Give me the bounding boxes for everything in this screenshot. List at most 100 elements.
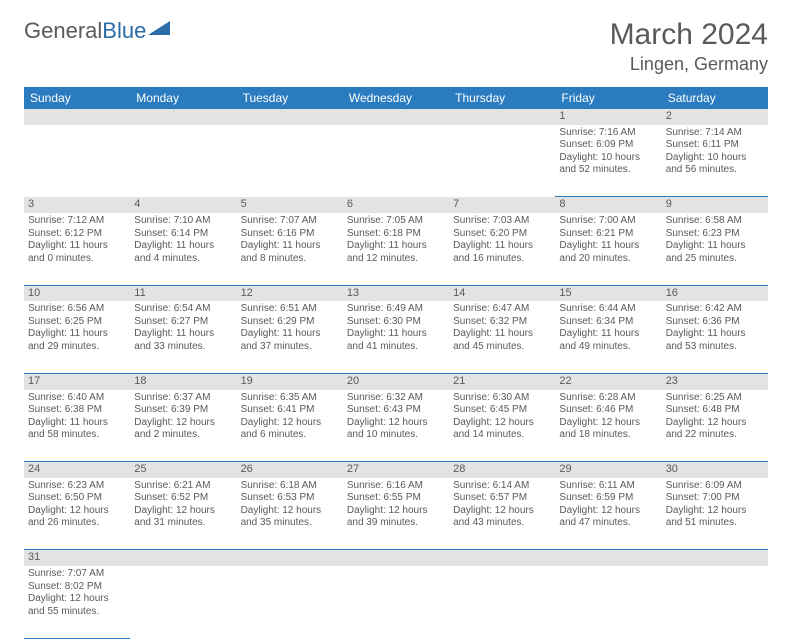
day-header-row: SundayMondayTuesdayWednesdayThursdayFrid…: [24, 87, 768, 109]
day-info-line: Daylight: 12 hours and 14 minutes.: [453, 417, 551, 442]
daynum-row: 31: [24, 550, 768, 566]
day-detail-cell: Sunrise: 6:47 AMSunset: 6:32 PMDaylight:…: [449, 301, 555, 373]
day-info-line: Sunset: 6:41 PM: [241, 404, 339, 417]
day-info-line: Sunset: 6:46 PM: [559, 404, 657, 417]
day-detail-cell: Sunrise: 6:25 AMSunset: 6:48 PMDaylight:…: [662, 390, 768, 462]
day-detail-cell: Sunrise: 6:16 AMSunset: 6:55 PMDaylight:…: [343, 478, 449, 550]
day-detail-cell: [449, 566, 555, 638]
day-info-line: Sunset: 6:39 PM: [134, 404, 232, 417]
day-info-line: Sunset: 6:16 PM: [241, 228, 339, 241]
day-info-line: Sunrise: 7:14 AM: [666, 127, 764, 140]
day-number-cell: 30: [662, 462, 768, 478]
day-number-cell: 6: [343, 197, 449, 213]
day-info-line: Sunset: 8:02 PM: [28, 581, 126, 594]
day-info-line: Daylight: 12 hours and 47 minutes.: [559, 505, 657, 530]
day-info-line: Sunset: 6:12 PM: [28, 228, 126, 241]
day-info-line: Daylight: 11 hours and 25 minutes.: [666, 240, 764, 265]
day-number-cell: 15: [555, 285, 661, 301]
day-number-cell: 4: [130, 197, 236, 213]
day-info-line: Daylight: 12 hours and 35 minutes.: [241, 505, 339, 530]
day-info-line: Sunset: 7:00 PM: [666, 492, 764, 505]
day-info-line: Sunset: 6:21 PM: [559, 228, 657, 241]
day-detail-cell: Sunrise: 6:44 AMSunset: 6:34 PMDaylight:…: [555, 301, 661, 373]
day-info-line: Sunrise: 7:12 AM: [28, 215, 126, 228]
day-info-line: Sunset: 6:53 PM: [241, 492, 339, 505]
day-detail-cell: [449, 125, 555, 197]
day-header: Monday: [130, 87, 236, 109]
day-info-line: Daylight: 12 hours and 18 minutes.: [559, 417, 657, 442]
day-detail-cell: Sunrise: 6:30 AMSunset: 6:45 PMDaylight:…: [449, 390, 555, 462]
day-info-line: Sunset: 6:14 PM: [134, 228, 232, 241]
day-info-line: Daylight: 11 hours and 49 minutes.: [559, 328, 657, 353]
day-detail-cell: Sunrise: 6:14 AMSunset: 6:57 PMDaylight:…: [449, 478, 555, 550]
day-info-line: Sunrise: 6:51 AM: [241, 303, 339, 316]
day-detail-cell: Sunrise: 6:28 AMSunset: 6:46 PMDaylight:…: [555, 390, 661, 462]
day-info-line: Daylight: 11 hours and 16 minutes.: [453, 240, 551, 265]
day-info-line: Sunrise: 7:03 AM: [453, 215, 551, 228]
day-info-line: Sunrise: 6:28 AM: [559, 392, 657, 405]
day-info-line: Sunset: 6:20 PM: [453, 228, 551, 241]
day-number-cell: [449, 109, 555, 125]
day-detail-cell: Sunrise: 7:05 AMSunset: 6:18 PMDaylight:…: [343, 213, 449, 285]
day-info-line: Sunset: 6:52 PM: [134, 492, 232, 505]
day-detail-cell: Sunrise: 7:00 AMSunset: 6:21 PMDaylight:…: [555, 213, 661, 285]
day-info-line: Daylight: 12 hours and 10 minutes.: [347, 417, 445, 442]
day-number-cell: 14: [449, 285, 555, 301]
day-number-cell: 8: [555, 197, 661, 213]
day-number-cell: [343, 550, 449, 566]
day-info-line: Sunrise: 7:00 AM: [559, 215, 657, 228]
day-detail-cell: [130, 125, 236, 197]
day-header: Friday: [555, 87, 661, 109]
calendar: SundayMondayTuesdayWednesdayThursdayFrid…: [24, 87, 768, 639]
day-number-cell: 13: [343, 285, 449, 301]
day-detail-cell: Sunrise: 7:16 AMSunset: 6:09 PMDaylight:…: [555, 125, 661, 197]
day-header: Sunday: [24, 87, 130, 109]
day-info-line: Daylight: 12 hours and 22 minutes.: [666, 417, 764, 442]
day-number-cell: [130, 550, 236, 566]
day-info-line: Daylight: 11 hours and 45 minutes.: [453, 328, 551, 353]
day-number-cell: 22: [555, 373, 661, 389]
brand-part1: General: [24, 18, 102, 44]
day-detail-cell: Sunrise: 7:07 AMSunset: 8:02 PMDaylight:…: [24, 566, 130, 638]
day-info-line: Sunrise: 6:40 AM: [28, 392, 126, 405]
day-info-line: Daylight: 11 hours and 0 minutes.: [28, 240, 126, 265]
day-detail-cell: Sunrise: 6:32 AMSunset: 6:43 PMDaylight:…: [343, 390, 449, 462]
day-number-cell: 21: [449, 373, 555, 389]
brand-logo: GeneralBlue: [24, 18, 170, 44]
day-number-cell: 10: [24, 285, 130, 301]
day-number-cell: [343, 109, 449, 125]
day-number-cell: 16: [662, 285, 768, 301]
header: GeneralBlue March 2024 Lingen, Germany: [24, 18, 768, 75]
day-number-cell: 25: [130, 462, 236, 478]
daynum-row: 24252627282930: [24, 462, 768, 478]
detail-row: Sunrise: 7:07 AMSunset: 8:02 PMDaylight:…: [24, 566, 768, 638]
location: Lingen, Germany: [610, 54, 768, 75]
day-info-line: Sunset: 6:32 PM: [453, 316, 551, 329]
day-info-line: Sunrise: 6:21 AM: [134, 480, 232, 493]
day-info-line: Daylight: 10 hours and 56 minutes.: [666, 152, 764, 177]
day-detail-cell: Sunrise: 6:11 AMSunset: 6:59 PMDaylight:…: [555, 478, 661, 550]
day-detail-cell: [662, 566, 768, 638]
day-number-cell: 11: [130, 285, 236, 301]
detail-row: Sunrise: 7:12 AMSunset: 6:12 PMDaylight:…: [24, 213, 768, 285]
day-info-line: Sunrise: 6:54 AM: [134, 303, 232, 316]
day-info-line: Sunset: 6:36 PM: [666, 316, 764, 329]
day-detail-cell: Sunrise: 6:37 AMSunset: 6:39 PMDaylight:…: [130, 390, 236, 462]
day-info-line: Daylight: 11 hours and 58 minutes.: [28, 417, 126, 442]
day-info-line: Daylight: 12 hours and 26 minutes.: [28, 505, 126, 530]
day-number-cell: 28: [449, 462, 555, 478]
day-info-line: Sunset: 6:30 PM: [347, 316, 445, 329]
day-info-line: Sunset: 6:34 PM: [559, 316, 657, 329]
day-number-cell: [449, 550, 555, 566]
day-info-line: Sunrise: 6:30 AM: [453, 392, 551, 405]
day-detail-cell: [237, 125, 343, 197]
day-detail-cell: [237, 566, 343, 638]
day-info-line: Sunrise: 6:25 AM: [666, 392, 764, 405]
day-info-line: Daylight: 11 hours and 8 minutes.: [241, 240, 339, 265]
day-info-line: Sunset: 6:18 PM: [347, 228, 445, 241]
day-detail-cell: Sunrise: 6:40 AMSunset: 6:38 PMDaylight:…: [24, 390, 130, 462]
day-info-line: Sunrise: 6:35 AM: [241, 392, 339, 405]
day-info-line: Daylight: 12 hours and 6 minutes.: [241, 417, 339, 442]
day-detail-cell: [343, 125, 449, 197]
day-info-line: Daylight: 11 hours and 41 minutes.: [347, 328, 445, 353]
